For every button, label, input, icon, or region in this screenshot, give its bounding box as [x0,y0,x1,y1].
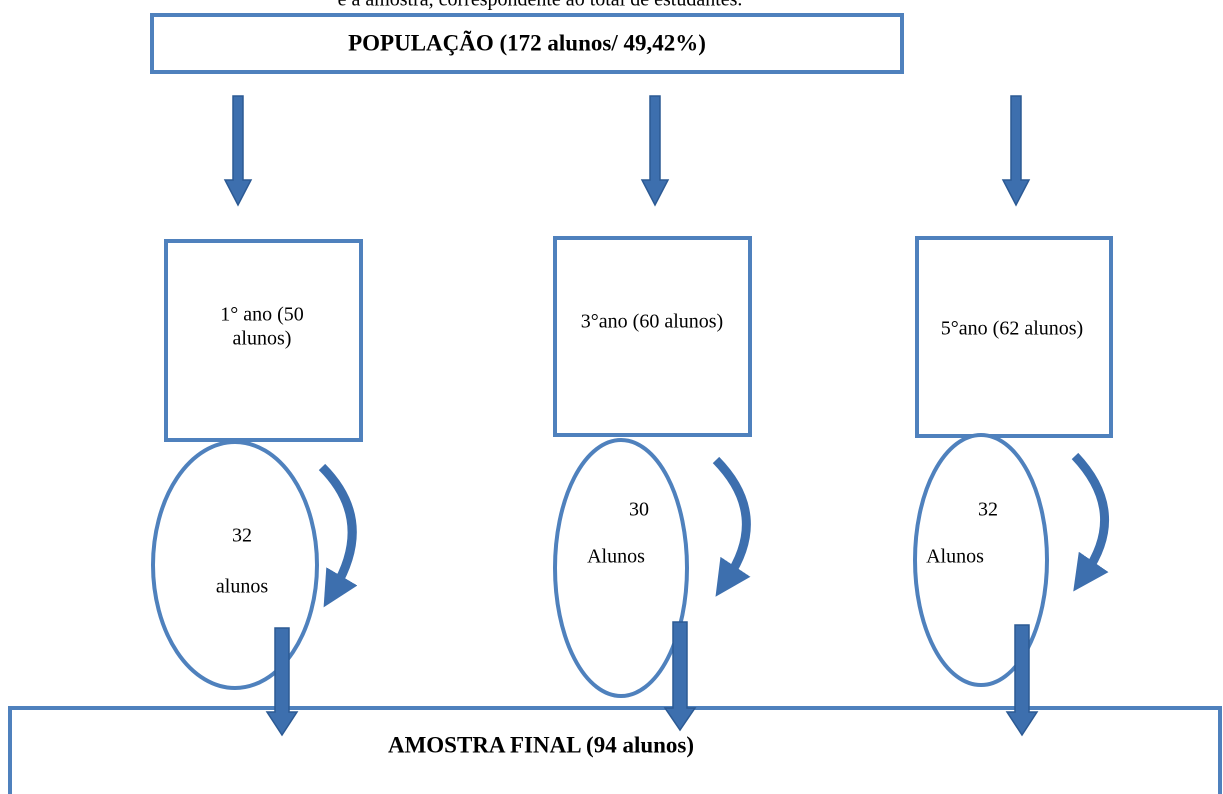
group-box [164,239,363,442]
population-title: POPULAÇÃO (172 alunos/ 49,42%) [348,30,706,55]
sample-count: 32 [978,499,998,521]
sample-ellipse [553,438,689,698]
down-arrows [223,95,1031,207]
sample-count: 32 [232,525,252,547]
group-label: 1° ano (50 [220,304,304,326]
population-box [150,13,904,74]
group-box [915,236,1113,438]
group-box [553,236,752,437]
down-arrows [265,621,1039,737]
sample-unit: Alunos [587,546,645,568]
sample-ellipse [151,440,319,690]
sample-ellipse [913,433,1049,687]
group-label: 5°ano (62 alunos) [941,318,1083,340]
final-title: AMOSTRA FINAL (94 alunos) [388,732,694,757]
sample-count: 30 [629,499,649,521]
group-label: alunos) [233,328,292,350]
sample-unit: alunos [216,576,268,598]
sample-unit: Alunos [926,546,984,568]
caption: e a amostra, correspondente ao total de … [338,0,743,11]
group-label: 3°ano (60 alunos) [581,311,723,333]
curved-arrows [318,452,1110,608]
